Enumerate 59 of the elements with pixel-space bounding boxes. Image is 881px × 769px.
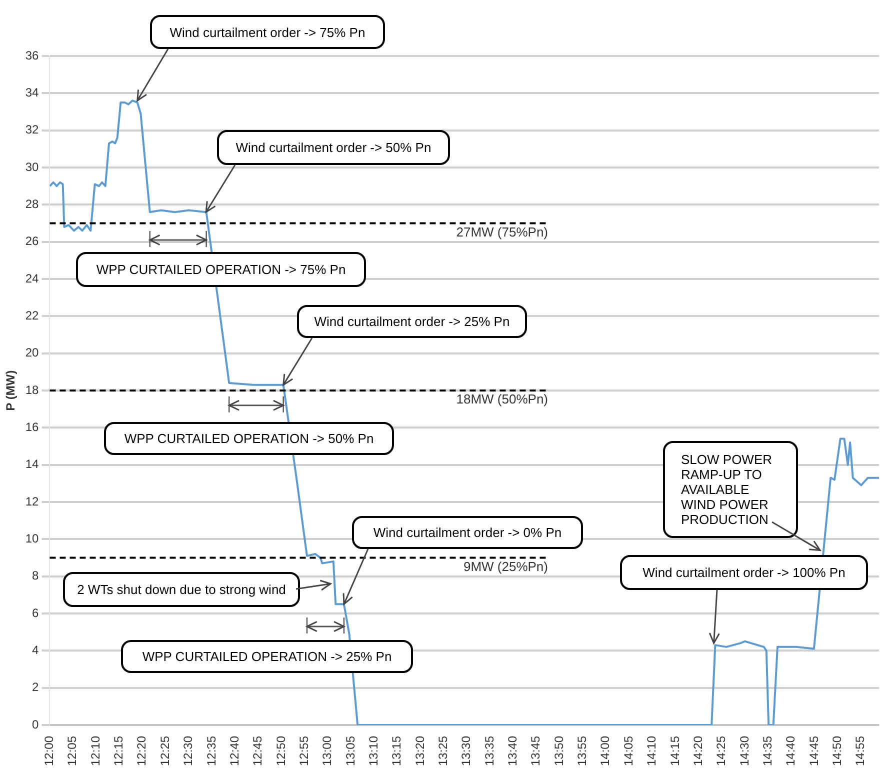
y-tick-label: 0 [32, 717, 40, 732]
y-tick-label: 24 [25, 271, 40, 286]
x-tick-label: 14:50 [830, 736, 844, 766]
x-tick-label: 12:15 [112, 736, 126, 766]
x-tick-label: 14:45 [806, 736, 821, 766]
x-tick-label: 12:10 [88, 736, 102, 766]
x-tick-label: 12:40 [227, 736, 242, 766]
y-tick-label: 30 [25, 160, 40, 174]
y-tick-label: 34 [25, 85, 40, 100]
y-tick-label: 16 [25, 420, 40, 434]
y-tick-label: 18 [25, 382, 40, 397]
y-tick-label: 22 [25, 308, 40, 322]
x-tick-label: 14:20 [690, 736, 705, 766]
x-tick-label: 13:45 [528, 736, 543, 766]
ref-line-label: 18MW (50%Pn) [456, 392, 548, 407]
x-tick-label: 12:20 [134, 736, 149, 766]
x-tick-label: 14:40 [784, 736, 798, 766]
x-tick-label: 14:30 [737, 736, 752, 766]
x-tick-label: 13:50 [552, 736, 566, 766]
x-tick-label: 13:55 [575, 736, 590, 766]
x-tick-label: 14:00 [598, 736, 612, 766]
x-tick-label: 12:35 [204, 736, 218, 766]
x-tick-label: 12:45 [250, 736, 265, 766]
y-tick-label: 10 [25, 531, 40, 546]
x-tick-label: 13:30 [459, 736, 474, 766]
y-tick-label: 4 [32, 642, 40, 657]
y-tick-label: 6 [32, 606, 40, 620]
y-axis-title: P (MW) [4, 370, 18, 411]
x-tick-label: 14:05 [621, 736, 636, 766]
x-tick-label: 14:35 [760, 736, 774, 766]
ref-line-label: 27MW (75%Pn) [456, 224, 548, 240]
y-tick-label: 14 [25, 457, 40, 472]
y-tick-label: 32 [25, 122, 40, 137]
x-tick-label: 12:05 [65, 736, 80, 766]
x-tick-label: 13:05 [343, 736, 358, 766]
x-tick-label: 12:55 [296, 736, 311, 766]
x-tick-label: 12:25 [158, 736, 172, 766]
y-tick-label: 26 [25, 234, 40, 248]
y-tick-label: 28 [25, 196, 40, 211]
x-tick-label: 13:15 [390, 736, 404, 766]
x-tick-label: 12:50 [274, 736, 288, 766]
y-tick-label: 2 [32, 680, 40, 694]
x-tick-label: 13:35 [482, 736, 496, 766]
x-tick-label: 13:25 [436, 736, 450, 766]
x-tick-label: 14:55 [853, 736, 868, 766]
ref-line-label: 9MW (25%Pn) [463, 558, 548, 574]
x-tick-label: 13:00 [320, 736, 334, 766]
y-tick-label: 12 [25, 494, 40, 508]
y-tick-label: 36 [25, 48, 40, 62]
x-tick-label: 12:00 [42, 736, 56, 766]
x-tick-label: 14:25 [714, 736, 728, 766]
x-tick-label: 14:15 [668, 736, 682, 766]
x-tick-label: 13:40 [506, 736, 520, 766]
x-tick-label: 12:30 [181, 736, 196, 766]
y-tick-label: 8 [32, 568, 40, 583]
x-tick-label: 13:20 [412, 736, 427, 766]
x-tick-label: 13:10 [366, 736, 381, 766]
x-tick-label: 14:10 [644, 736, 659, 766]
y-tick-label: 20 [25, 346, 40, 360]
